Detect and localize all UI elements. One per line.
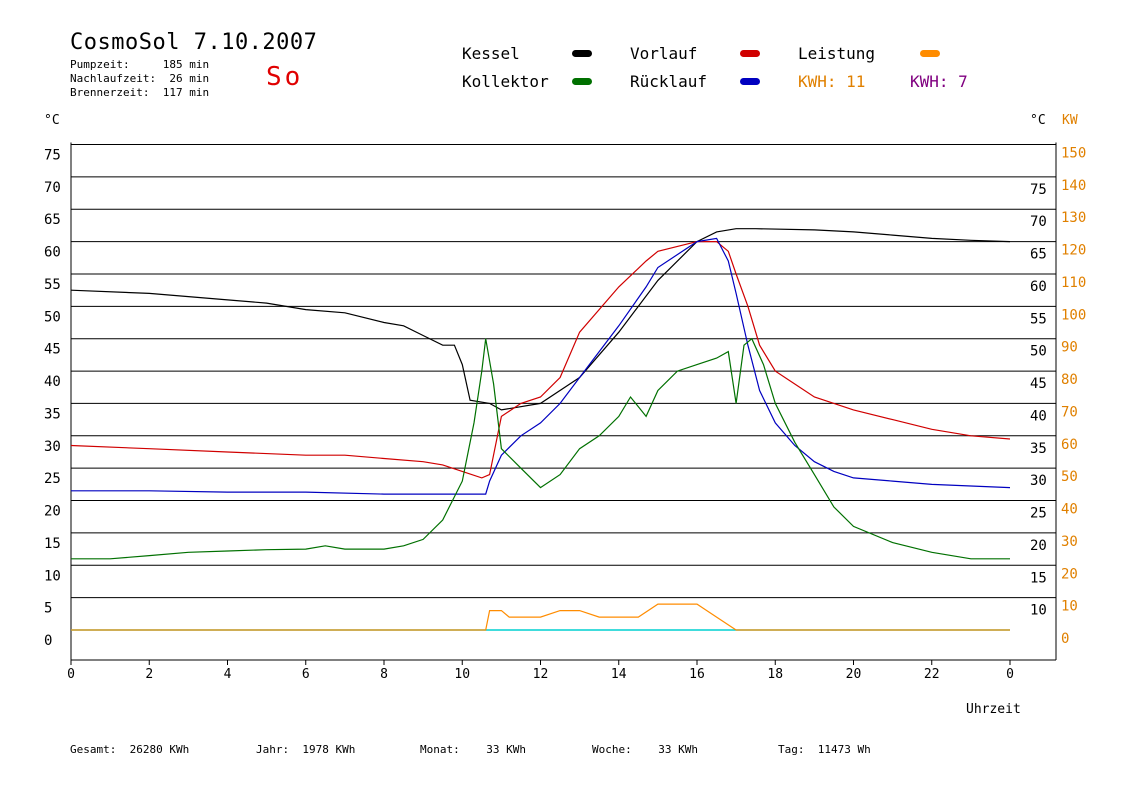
y-right-tick-label: 55 (1030, 311, 1047, 327)
y2-right-tick-label: 80 (1061, 372, 1078, 388)
y2-right-tick-label: 100 (1061, 307, 1086, 323)
y2-right-tick-label: 30 (1061, 534, 1078, 550)
y-right-tick-label: 70 (1030, 214, 1047, 230)
legend-kwh-orange: KWH: 11 (798, 72, 866, 91)
y2-right-tick-label: 0 (1061, 631, 1069, 647)
y-right-tick-label: 20 (1030, 538, 1047, 554)
y-right-tick-label: 25 (1030, 506, 1047, 522)
y2-right-tick-label: 50 (1061, 469, 1078, 485)
x-tick-label: 0 (67, 667, 75, 682)
y-right-tick-label: 30 (1030, 473, 1047, 489)
x-tick-label: 0 (1006, 667, 1014, 682)
y2-right-tick-label: 110 (1061, 275, 1086, 291)
y-right-tick-label: 60 (1030, 279, 1047, 295)
legend-kessel-swatch (572, 50, 592, 57)
x-tick-label: 6 (302, 667, 310, 682)
pumpzeit-info: Pumpzeit: 185 min (70, 58, 210, 71)
chart-title: CosmoSol 7.10.2007 (70, 30, 318, 55)
legend-vorlauf-swatch (740, 50, 760, 57)
x-tick-label: 16 (689, 667, 705, 682)
x-tick-label: 8 (380, 667, 388, 682)
series-line-rcklauf (71, 237, 1011, 495)
y-left-tick-label: 55 (44, 277, 61, 293)
y-right-unit: °C (1030, 113, 1046, 128)
y2-right-tick-label: 70 (1061, 404, 1078, 420)
y2-right-tick-label: 90 (1061, 340, 1078, 356)
nachlaufzeit-info: Nachlaufzeit: 26 min (70, 72, 210, 85)
y2-right-tick-label: 60 (1061, 437, 1078, 453)
footer-monat: Monat: 33 KWh (420, 743, 526, 756)
brennerzeit-info: Brennerzeit: 117 min (70, 86, 210, 99)
legend-kwh-purple: KWH: 7 (910, 72, 968, 91)
y-right2-unit: KW (1062, 113, 1078, 128)
y-left-tick-label: 35 (44, 406, 61, 422)
x-tick-label: 18 (767, 667, 783, 682)
legend-kollektor-label: Kollektor (462, 72, 549, 91)
series-line-kollektor (71, 337, 1010, 560)
y-left-tick-label: 50 (44, 309, 61, 325)
y-right-tick-label: 35 (1030, 441, 1047, 457)
legend-kessel-label: Kessel (462, 44, 520, 63)
y-left-tick-label: 60 (44, 245, 61, 261)
y2-right-tick-label: 150 (1061, 146, 1086, 162)
x-tick-label: 20 (846, 667, 862, 682)
y-left-tick-label: 65 (44, 212, 61, 228)
y-left-tick-label: 20 (44, 504, 61, 520)
y2-right-tick-label: 40 (1061, 502, 1078, 518)
x-tick-label: 14 (611, 667, 627, 682)
y-left-tick-label: 30 (44, 439, 61, 455)
y-left-unit: °C (44, 113, 60, 128)
y2-right-tick-label: 10 (1061, 599, 1078, 615)
y-right-tick-label: 45 (1030, 376, 1047, 392)
x-tick-label: 2 (145, 667, 153, 682)
legend-ruecklauf-label: Rücklauf (630, 72, 708, 91)
y-left-tick-label: 70 (44, 180, 61, 196)
y-left-tick-label: 0 (44, 633, 52, 649)
footer-jahr: Jahr: 1978 KWh (256, 743, 356, 756)
legend-ruecklauf-swatch (740, 78, 760, 85)
y-left-tick-label: 25 (44, 471, 61, 487)
y2-right-tick-label: 140 (1061, 178, 1086, 194)
y2-right-tick-label: 130 (1061, 210, 1086, 226)
legend-kollektor-swatch (572, 78, 592, 85)
series-line-kessel (70, 228, 1011, 411)
y-right-tick-label: 40 (1030, 408, 1047, 424)
legend-leistung-label: Leistung (798, 44, 876, 63)
x-tick-label: 22 (924, 667, 940, 682)
footer-gesamt: Gesamt: 26280 KWh (70, 743, 190, 756)
y-right-tick-label: 10 (1030, 603, 1047, 619)
weekday-label: So (266, 62, 304, 92)
y-left-tick-label: 75 (44, 148, 61, 164)
y-left-tick-label: 40 (44, 374, 61, 390)
y2-right-tick-label: 120 (1061, 243, 1086, 259)
x-tick-label: 12 (533, 667, 549, 682)
y-left-tick-label: 10 (44, 568, 61, 584)
legend-leistung-swatch (920, 50, 940, 57)
y-left-tick-label: 45 (44, 342, 61, 358)
footer-woche: Woche: 33 KWh (592, 743, 698, 756)
footer-tag: Tag: 11473 Wh (778, 743, 871, 756)
series-line-leistung (71, 603, 1010, 631)
y-right-tick-label: 65 (1030, 247, 1047, 263)
y-left-tick-label: 15 (44, 536, 61, 552)
x-axis-label: Uhrzeit (966, 702, 1021, 717)
series-line-vorlauf (70, 241, 1011, 479)
y-right-tick-label: 15 (1030, 570, 1047, 586)
y-right-tick-label: 75 (1030, 182, 1047, 198)
x-tick-label: 10 (454, 667, 470, 682)
x-tick-label: 4 (224, 667, 232, 682)
y2-right-tick-label: 20 (1061, 566, 1078, 582)
y-left-tick-label: 5 (44, 601, 52, 617)
legend-vorlauf-label: Vorlauf (630, 44, 698, 63)
y-right-tick-label: 50 (1030, 344, 1047, 360)
